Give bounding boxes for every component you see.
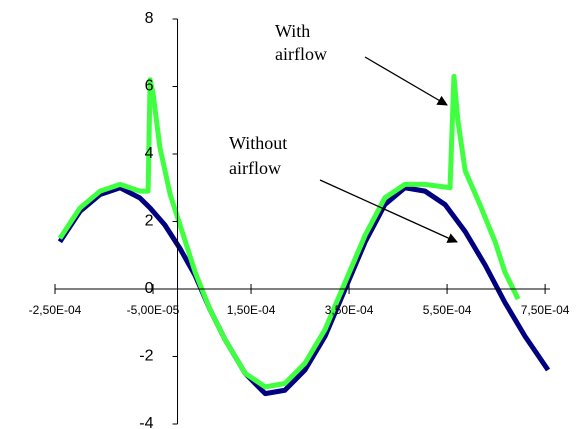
annotation: With (275, 21, 310, 41)
data-line (57, 185, 551, 397)
y-tick-label: 6 (145, 78, 154, 95)
y-tick-label: 0 (145, 280, 154, 297)
y-tick-label: 8 (145, 10, 154, 27)
plot-area (57, 73, 551, 397)
x-tick-label: 5,50E-04 (423, 303, 472, 317)
annotation: Without (229, 133, 287, 153)
x-tick-label: 7,50E-04 (521, 303, 570, 317)
x-tick-label: 1,50E-04 (227, 303, 276, 317)
y-tick-label: -4 (139, 415, 153, 429)
arrow (319, 179, 458, 243)
annotation: airflow (229, 158, 281, 178)
data-line (57, 73, 521, 390)
y-tick-label: 4 (145, 145, 154, 162)
x-tick-label: -2,50E-04 (29, 303, 82, 317)
x-tick-label: 3,50E-04 (325, 303, 374, 317)
annotation: airflow (275, 44, 327, 64)
arrow (364, 56, 448, 106)
y-tick-label: 2 (145, 213, 154, 230)
x-tick-label: -5,00E-05 (127, 303, 180, 317)
y-tick-label: -2 (139, 348, 153, 365)
